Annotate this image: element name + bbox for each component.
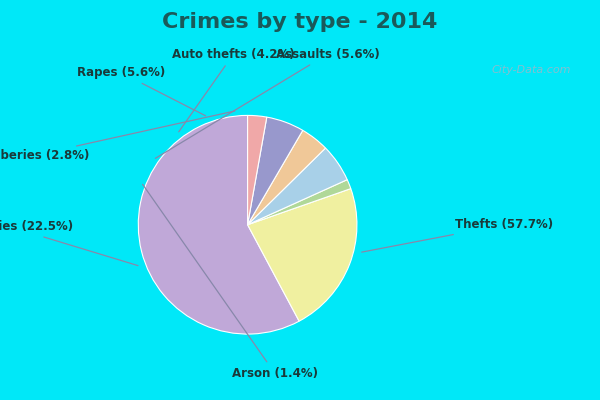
Wedge shape [248,116,267,225]
Text: Robberies (2.8%): Robberies (2.8%) [0,111,235,162]
Text: Burglaries (22.5%): Burglaries (22.5%) [0,220,138,266]
Wedge shape [248,180,351,225]
Text: Auto thefts (4.2%): Auto thefts (4.2%) [172,48,295,132]
Wedge shape [248,148,347,225]
Text: Thefts (57.7%): Thefts (57.7%) [362,218,553,252]
Text: Crimes by type - 2014: Crimes by type - 2014 [163,12,437,32]
Wedge shape [248,189,357,321]
Text: Arson (1.4%): Arson (1.4%) [143,184,318,380]
Wedge shape [248,117,303,225]
Text: Rapes (5.6%): Rapes (5.6%) [77,66,205,116]
Wedge shape [138,116,299,334]
Text: Assaults (5.6%): Assaults (5.6%) [155,48,379,158]
Wedge shape [248,130,326,225]
Text: City-Data.com: City-Data.com [491,65,571,75]
